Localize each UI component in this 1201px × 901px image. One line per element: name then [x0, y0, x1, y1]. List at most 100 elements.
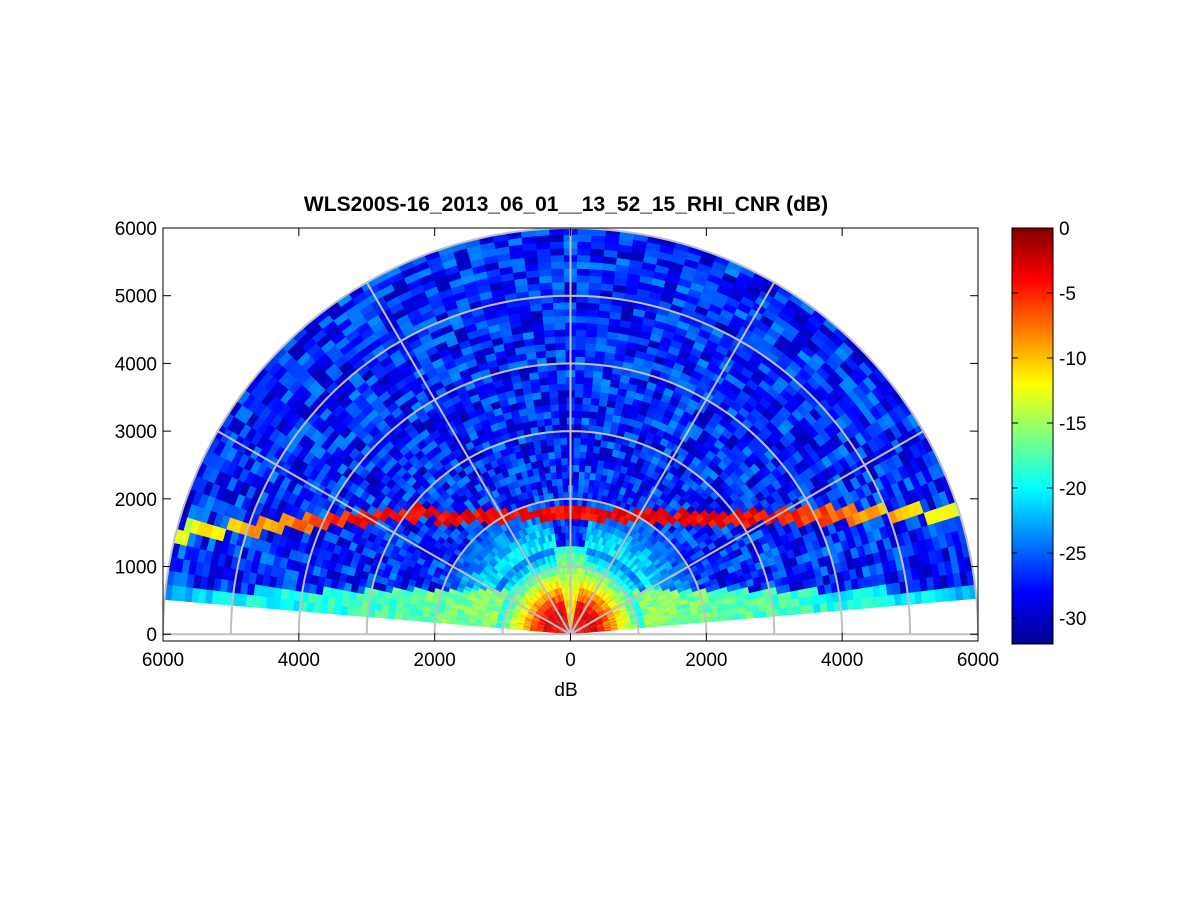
- cnr-cell: [212, 440, 226, 457]
- cnr-cell: [526, 612, 535, 618]
- cnr-cell: [670, 588, 679, 596]
- cnr-cell: [452, 575, 462, 583]
- cnr-cell: [870, 573, 880, 587]
- cnr-cell: [776, 422, 790, 436]
- cnr-cell: [666, 598, 676, 605]
- cnr-cell: [365, 408, 379, 422]
- cnr-cell: [615, 250, 632, 260]
- cnr-cell: [577, 608, 581, 616]
- cnr-cell: [328, 368, 344, 383]
- cnr-cell: [787, 359, 803, 374]
- cnr-cell: [840, 599, 849, 611]
- cnr-cell: [582, 574, 587, 582]
- cnr-cell: [296, 370, 312, 386]
- cnr-cell: [258, 504, 271, 519]
- cnr-cell: [559, 624, 566, 630]
- cnr-cell: [887, 509, 899, 524]
- cnr-cell: [819, 565, 830, 577]
- cnr-cell: [778, 405, 792, 419]
- cnr-cell: [594, 473, 602, 482]
- cnr-cell: [768, 586, 778, 596]
- cnr-cell: [595, 336, 607, 346]
- cnr-cell: [576, 240, 592, 249]
- cnr-cell: [574, 376, 584, 385]
- cnr-cell: [563, 607, 566, 615]
- cnr-cell: [805, 595, 814, 606]
- cnr-cell: [614, 559, 622, 568]
- cnr-cell: [324, 454, 338, 468]
- cnr-cell: [571, 620, 574, 628]
- cnr-cell: [679, 342, 693, 354]
- cnr-cell: [597, 557, 603, 566]
- cnr-cell: [611, 448, 620, 458]
- cnr-cell: [577, 484, 584, 493]
- cnr-cell: [505, 552, 514, 561]
- cnr-cell: [542, 593, 549, 601]
- cnr-cell: [630, 573, 638, 581]
- cnr-cell: [612, 277, 627, 287]
- cnr-cell: [390, 277, 407, 291]
- cnr-cell: [305, 411, 320, 427]
- cnr-cell: [545, 621, 553, 626]
- cnr-cell: [721, 301, 738, 315]
- cnr-cell: [661, 584, 670, 592]
- cnr-cell: [579, 587, 583, 595]
- cnr-cell: [906, 411, 921, 429]
- cnr-cell: [317, 507, 329, 521]
- cnr-cell: [324, 344, 340, 359]
- cnr-cell: [418, 273, 435, 286]
- cnr-cell: [302, 393, 318, 409]
- cnr-cell: [584, 581, 589, 590]
- cnr-cell: [615, 339, 628, 349]
- cnr-cell: [563, 559, 567, 567]
- cnr-cell: [705, 616, 714, 623]
- cnr-cell: [718, 609, 727, 617]
- cnr-cell: [520, 379, 532, 389]
- cnr-cell: [597, 629, 605, 632]
- cnr-cell: [190, 490, 203, 508]
- cnr-cell: [300, 510, 312, 524]
- cnr-cell: [434, 386, 448, 398]
- cnr-cell: [614, 400, 625, 410]
- cnr-cell: [696, 298, 712, 311]
- cnr-cell: [482, 555, 491, 564]
- cnr-cell: [387, 572, 398, 582]
- cnr-cell: [337, 438, 351, 452]
- cnr-cell: [849, 475, 862, 490]
- cnr-cell: [615, 618, 624, 622]
- cnr-cell: [794, 516, 805, 529]
- cnr-cell: [288, 579, 298, 592]
- cnr-cell: [534, 350, 547, 359]
- cnr-cell: [787, 395, 802, 410]
- cnr-cell: [195, 477, 208, 495]
- cnr-cell: [545, 600, 551, 608]
- cnr-cell: [237, 423, 252, 440]
- cnr-cell: [565, 613, 568, 621]
- cnr-cell: [263, 493, 275, 508]
- cnr-cell: [671, 592, 681, 599]
- cnr-cell: [608, 461, 617, 471]
- cnr-cell: [726, 584, 736, 593]
- cnr-cell: [436, 561, 446, 570]
- cnr-cell: [610, 623, 618, 627]
- cnr-cell: [364, 391, 379, 405]
- cnr-cell: [706, 401, 719, 413]
- cnr-cell: [362, 332, 379, 347]
- cnr-cell: [379, 424, 393, 437]
- cnr-cell: [614, 345, 627, 356]
- cnr-cell: [610, 592, 618, 599]
- cnr-cell: [586, 444, 594, 453]
- cnr-cell: [584, 596, 590, 605]
- cnr-cell: [732, 582, 742, 591]
- cnr-cell: [277, 370, 293, 387]
- cnr-cell: [460, 273, 476, 285]
- cnr-cell: [884, 484, 897, 500]
- cnr-cell: [218, 443, 232, 460]
- cnr-cell: [793, 572, 803, 583]
- cnr-cell: [554, 595, 559, 604]
- cnr-cell: [409, 314, 425, 327]
- cnr-cell: [315, 496, 327, 509]
- cnr-cell: [624, 624, 632, 628]
- cnr-cell: [582, 612, 588, 619]
- cnr-cell: [316, 420, 330, 435]
